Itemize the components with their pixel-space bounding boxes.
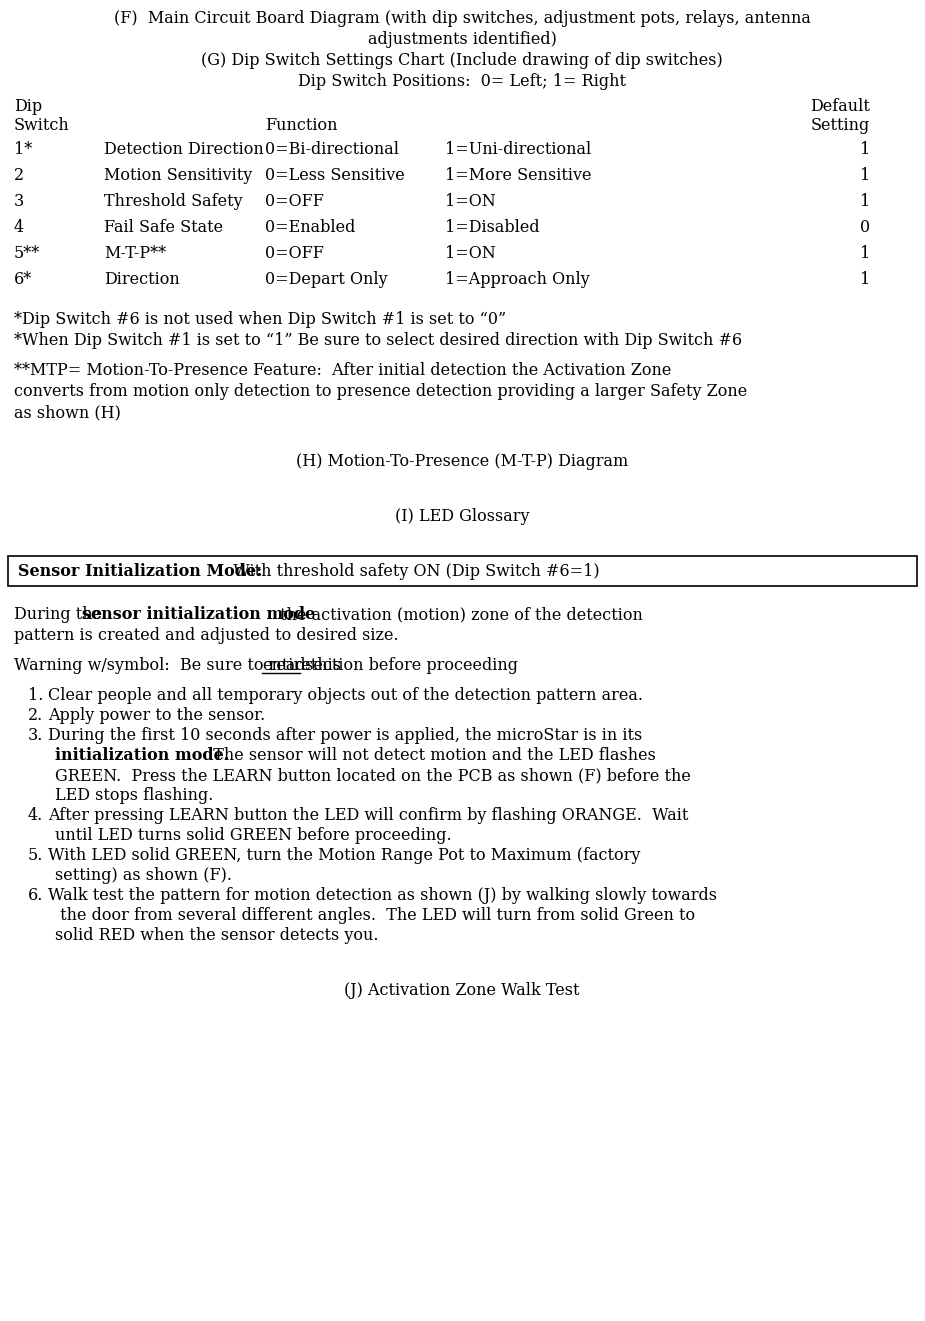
Text: 6.: 6. <box>28 886 43 904</box>
Text: Warning w/symbol:  Be sure to read this: Warning w/symbol: Be sure to read this <box>14 657 346 674</box>
Text: 1=Disabled: 1=Disabled <box>445 219 539 236</box>
Text: (F)  Main Circuit Board Diagram (with dip switches, adjustment pots, relays, ant: (F) Main Circuit Board Diagram (with dip… <box>114 11 810 26</box>
Text: 4.: 4. <box>28 807 43 824</box>
Text: 0=OFF: 0=OFF <box>265 244 324 262</box>
Text: 1.: 1. <box>28 687 43 704</box>
Text: **MTP= Motion-To-Presence Feature:  After initial detection the Activation Zone: **MTP= Motion-To-Presence Feature: After… <box>14 362 672 379</box>
Text: 0: 0 <box>860 219 870 236</box>
Text: *Dip Switch #6 is not used when Dip Switch #1 is set to “0”: *Dip Switch #6 is not used when Dip Swit… <box>14 310 506 328</box>
Text: Apply power to the sensor.: Apply power to the sensor. <box>48 707 265 724</box>
Text: Motion Sensitivity: Motion Sensitivity <box>104 166 253 184</box>
Text: Direction: Direction <box>104 271 179 288</box>
Text: During the: During the <box>14 606 107 624</box>
Text: the door from several different angles.  The LED will turn from solid Green to: the door from several different angles. … <box>55 908 695 923</box>
Text: Threshold Safety: Threshold Safety <box>104 193 242 210</box>
Text: The sensor will not detect motion and the LED flashes: The sensor will not detect motion and th… <box>203 746 656 764</box>
Text: 1: 1 <box>859 166 870 184</box>
Text: 1=Approach Only: 1=Approach Only <box>445 271 590 288</box>
Text: adjustments identified): adjustments identified) <box>367 30 557 48</box>
Text: 1=ON: 1=ON <box>445 193 496 210</box>
Text: Fail Safe State: Fail Safe State <box>104 219 223 236</box>
Text: 2: 2 <box>14 166 24 184</box>
Text: With threshold safety ON (Dip Switch #6=1): With threshold safety ON (Dip Switch #6=… <box>223 563 599 580</box>
Text: Dip: Dip <box>14 98 43 115</box>
Text: 1: 1 <box>859 244 870 262</box>
Text: (G) Dip Switch Settings Chart (Include drawing of dip switches): (G) Dip Switch Settings Chart (Include d… <box>201 52 722 69</box>
Text: Clear people and all temporary objects out of the detection pattern area.: Clear people and all temporary objects o… <box>48 687 643 704</box>
Text: as shown (H): as shown (H) <box>14 404 121 421</box>
Text: 1: 1 <box>859 141 870 159</box>
Text: pattern is created and adjusted to desired size.: pattern is created and adjusted to desir… <box>14 627 399 645</box>
Text: 5**: 5** <box>14 244 41 262</box>
Text: 0=Less Sensitive: 0=Less Sensitive <box>265 166 405 184</box>
Text: 4: 4 <box>14 219 24 236</box>
Text: Setting: Setting <box>810 118 870 133</box>
Text: 0=Enabled: 0=Enabled <box>265 219 355 236</box>
Text: until LED turns solid GREEN before proceeding.: until LED turns solid GREEN before proce… <box>55 827 451 844</box>
Text: 3: 3 <box>14 193 24 210</box>
Text: 0=Bi-directional: 0=Bi-directional <box>265 141 399 159</box>
Text: section before proceeding: section before proceeding <box>301 657 518 674</box>
Text: Default: Default <box>810 98 870 115</box>
Text: 1=More Sensitive: 1=More Sensitive <box>445 166 591 184</box>
Text: 0=OFF: 0=OFF <box>265 193 324 210</box>
Text: 2.: 2. <box>28 707 43 724</box>
Text: Detection Direction: Detection Direction <box>104 141 264 159</box>
Text: Walk test the pattern for motion detection as shown (J) by walking slowly toward: Walk test the pattern for motion detecti… <box>48 886 717 904</box>
Text: 6*: 6* <box>14 271 32 288</box>
FancyBboxPatch shape <box>8 556 917 587</box>
Text: *When Dip Switch #1 is set to “1” Be sure to select desired direction with Dip S: *When Dip Switch #1 is set to “1” Be sur… <box>14 332 742 349</box>
Text: converts from motion only detection to presence detection providing a larger Saf: converts from motion only detection to p… <box>14 383 747 400</box>
Text: 1*: 1* <box>14 141 32 159</box>
Text: the activation (motion) zone of the detection: the activation (motion) zone of the dete… <box>275 606 643 624</box>
Text: After pressing LEARN button the LED will confirm by flashing ORANGE.  Wait: After pressing LEARN button the LED will… <box>48 807 688 824</box>
Text: During the first 10 seconds after power is applied, the microStar is in its: During the first 10 seconds after power … <box>48 727 642 744</box>
Text: LED stops flashing.: LED stops flashing. <box>55 787 214 804</box>
Text: Sensor Initialization Mode:: Sensor Initialization Mode: <box>18 563 262 580</box>
Text: 5.: 5. <box>28 847 43 864</box>
Text: 1: 1 <box>859 193 870 210</box>
Text: entire: entire <box>262 657 311 674</box>
Text: (H) Motion-To-Presence (M-T-P) Diagram: (H) Motion-To-Presence (M-T-P) Diagram <box>296 453 628 470</box>
Text: sensor initialization mode: sensor initialization mode <box>82 606 315 624</box>
Text: GREEN.  Press the LEARN button located on the PCB as shown (F) before the: GREEN. Press the LEARN button located on… <box>55 768 691 783</box>
Text: Dip Switch Positions:  0= Left; 1= Right: Dip Switch Positions: 0= Left; 1= Right <box>298 73 626 90</box>
Text: setting) as shown (F).: setting) as shown (F). <box>55 867 232 884</box>
Text: 1=ON: 1=ON <box>445 244 496 262</box>
Text: solid RED when the sensor detects you.: solid RED when the sensor detects you. <box>55 927 378 945</box>
Text: 3.: 3. <box>28 727 43 744</box>
Text: (J) Activation Zone Walk Test: (J) Activation Zone Walk Test <box>344 982 580 999</box>
Text: 0=Depart Only: 0=Depart Only <box>265 271 388 288</box>
Text: 1: 1 <box>859 271 870 288</box>
Text: 1=Uni-directional: 1=Uni-directional <box>445 141 591 159</box>
Text: Switch: Switch <box>14 118 69 133</box>
Text: initialization mode.: initialization mode. <box>55 746 229 764</box>
Text: With LED solid GREEN, turn the Motion Range Pot to Maximum (factory: With LED solid GREEN, turn the Motion Ra… <box>48 847 640 864</box>
Text: M-T-P**: M-T-P** <box>104 244 166 262</box>
Text: (I) LED Glossary: (I) LED Glossary <box>395 509 529 524</box>
Text: Function: Function <box>265 118 338 133</box>
